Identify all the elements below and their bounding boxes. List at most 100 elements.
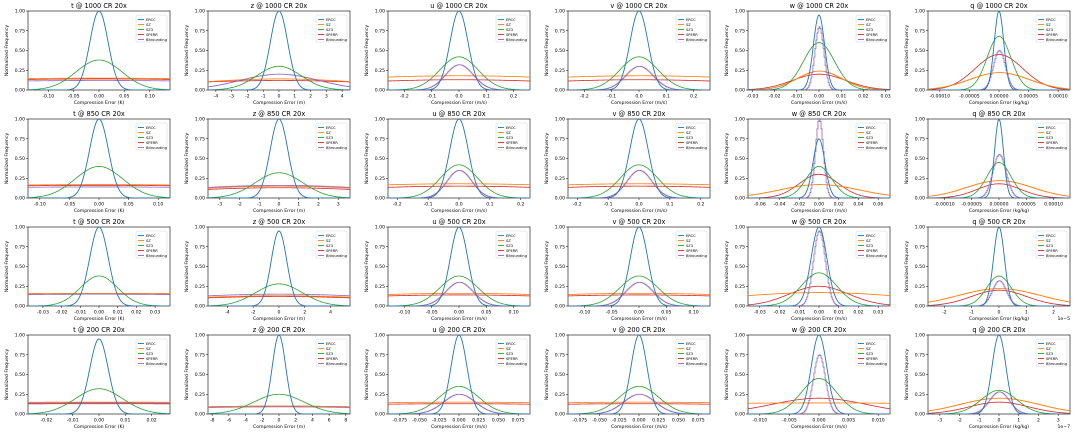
subplot-title: w @ 1000 CR 20x xyxy=(790,2,849,10)
legend-label: SPERR xyxy=(326,357,338,361)
series-line-bitrounding xyxy=(208,293,350,297)
x-tick-label: -0.05 xyxy=(68,94,80,100)
series-line-sperr xyxy=(748,397,890,410)
y-tick-label: 1.00 xyxy=(555,117,565,123)
x-tick-label: -1 xyxy=(977,418,982,424)
x-tick-label: 4 xyxy=(311,418,314,424)
series-line-sz3 xyxy=(208,393,350,414)
y-axis-label: Normalized Frequency xyxy=(364,25,370,77)
legend-label: Bitrounding xyxy=(686,146,707,150)
series-line-bitrounding xyxy=(208,73,350,88)
legend-label: ERCC xyxy=(146,126,156,130)
series-line-sz3 xyxy=(388,385,530,414)
y-axis-label: Normalized Frequency xyxy=(904,133,910,185)
y-axis-label: Normalized Frequency xyxy=(184,349,190,401)
series-line-sperr xyxy=(928,54,1070,90)
legend-label: Bitrounding xyxy=(326,362,347,366)
legend-label: SZ xyxy=(866,239,871,243)
series-line-sperr xyxy=(568,185,710,188)
series-line-ercc xyxy=(208,230,350,306)
legend-label: SZ3 xyxy=(326,136,333,140)
x-tick-label: -0.03 xyxy=(746,94,758,100)
subplot: t @ 500 CR 20x 0.00 0.25 0.50 0.75 1.00 Normal… xyxy=(4,218,171,322)
series-line-ercc xyxy=(748,138,890,198)
subplot: u @ 500 CR 20x 0.00 0.25 0.50 0.75 1.00 Normal… xyxy=(364,218,531,322)
x-tick-label: -0.1 xyxy=(424,202,433,208)
legend-label: ERCC xyxy=(1046,342,1056,346)
legend-label: SZ3 xyxy=(866,28,873,32)
y-tick-label: 1.00 xyxy=(15,225,25,231)
subplot: z @ 850 CR 20x 0.00 0.25 0.50 0.75 1.00 Normal… xyxy=(184,110,351,214)
y-axis-label: Normalized Frequency xyxy=(724,133,730,185)
x-tick-label: 1 xyxy=(293,94,296,100)
y-tick-label: 1.00 xyxy=(555,333,565,339)
x-tick-label: 0.00005 xyxy=(1017,202,1036,208)
x-tick-label: 6 xyxy=(328,418,331,424)
x-tick-label: 0.000 xyxy=(812,418,825,424)
legend-box xyxy=(855,122,888,151)
y-tick-label: 1.00 xyxy=(915,117,925,123)
series-line-ercc xyxy=(748,14,890,90)
y-tick-label: 0.25 xyxy=(735,68,745,74)
x-tick-label: -1 xyxy=(257,202,262,208)
x-tick-label: 1 xyxy=(1017,418,1020,424)
legend-label: SZ3 xyxy=(686,352,693,356)
y-tick-label: 0.75 xyxy=(15,244,25,250)
subplot-title: t @ 850 CR 20x xyxy=(73,110,125,118)
x-axis-label: Compression Error (kg/kg) xyxy=(969,316,1029,322)
x-tick-label: 0.005 xyxy=(842,418,855,424)
legend-label: ERCC xyxy=(866,18,876,22)
legend-label: SZ3 xyxy=(686,136,693,140)
y-tick-label: 0.50 xyxy=(375,156,385,162)
y-tick-label: 0.75 xyxy=(195,136,205,142)
x-tick-label: 0.03 xyxy=(880,94,890,100)
y-tick-label: 1.00 xyxy=(195,225,205,231)
legend-label: Bitrounding xyxy=(1046,362,1067,366)
x-tick-label: -0.02 xyxy=(793,202,805,208)
legend-label: SPERR xyxy=(866,357,878,361)
y-tick-label: 0.25 xyxy=(15,392,25,398)
x-tick-label: -0.02 xyxy=(56,310,68,316)
series-line-sz xyxy=(208,185,350,189)
x-tick-label: 0.00 xyxy=(94,418,104,424)
y-tick-label: 0.00 xyxy=(735,88,745,94)
x-tick-label: -0.04 xyxy=(774,202,786,208)
legend-label: SZ3 xyxy=(866,136,873,140)
series-line-bitrounding xyxy=(928,154,1070,198)
y-tick-label: 0.25 xyxy=(375,68,385,74)
x-tick-label: 2 xyxy=(303,310,306,316)
x-tick-label: -2 xyxy=(251,310,256,316)
y-tick-label: 1.00 xyxy=(915,9,925,15)
x-tick-label: -0.075 xyxy=(392,418,407,424)
plot-area xyxy=(28,119,170,198)
series-line-sz xyxy=(208,78,350,83)
series-line-sz xyxy=(568,292,710,295)
legend-label: ERCC xyxy=(686,234,696,238)
plot-area xyxy=(928,119,1070,198)
y-axis-label: Normalized Frequency xyxy=(184,133,190,185)
legend-label: SZ xyxy=(146,239,151,243)
legend-label: ERCC xyxy=(866,342,876,346)
y-tick-label: 0.50 xyxy=(15,372,25,378)
y-tick-label: 0.75 xyxy=(735,28,745,34)
y-tick-label: 0.50 xyxy=(555,156,565,162)
legend-box xyxy=(495,122,528,151)
x-tick-label: -0.03 xyxy=(754,310,766,316)
x-tick-label: -0.05 xyxy=(606,310,618,316)
x-tick-label: 0.075 xyxy=(512,418,525,424)
y-tick-label: 1.00 xyxy=(375,9,385,15)
x-tick-label: -0.06 xyxy=(754,202,766,208)
x-tick-label: 0.00005 xyxy=(1019,94,1038,100)
y-tick-label: 0.00 xyxy=(735,304,745,310)
y-tick-label: 0.50 xyxy=(915,264,925,270)
y-axis-label: Normalized Frequency xyxy=(364,349,370,401)
y-tick-label: 0.50 xyxy=(375,372,385,378)
series-line-sz3 xyxy=(208,283,350,306)
x-tick-label: 0.1 xyxy=(666,202,673,208)
y-tick-label: 0.00 xyxy=(15,88,25,94)
x-tick-label: 8 xyxy=(344,418,347,424)
y-tick-label: 0.25 xyxy=(735,176,745,182)
series-line-bitrounding xyxy=(568,65,710,90)
legend-label: Bitrounding xyxy=(506,254,527,258)
series-line-sz3 xyxy=(568,164,710,198)
